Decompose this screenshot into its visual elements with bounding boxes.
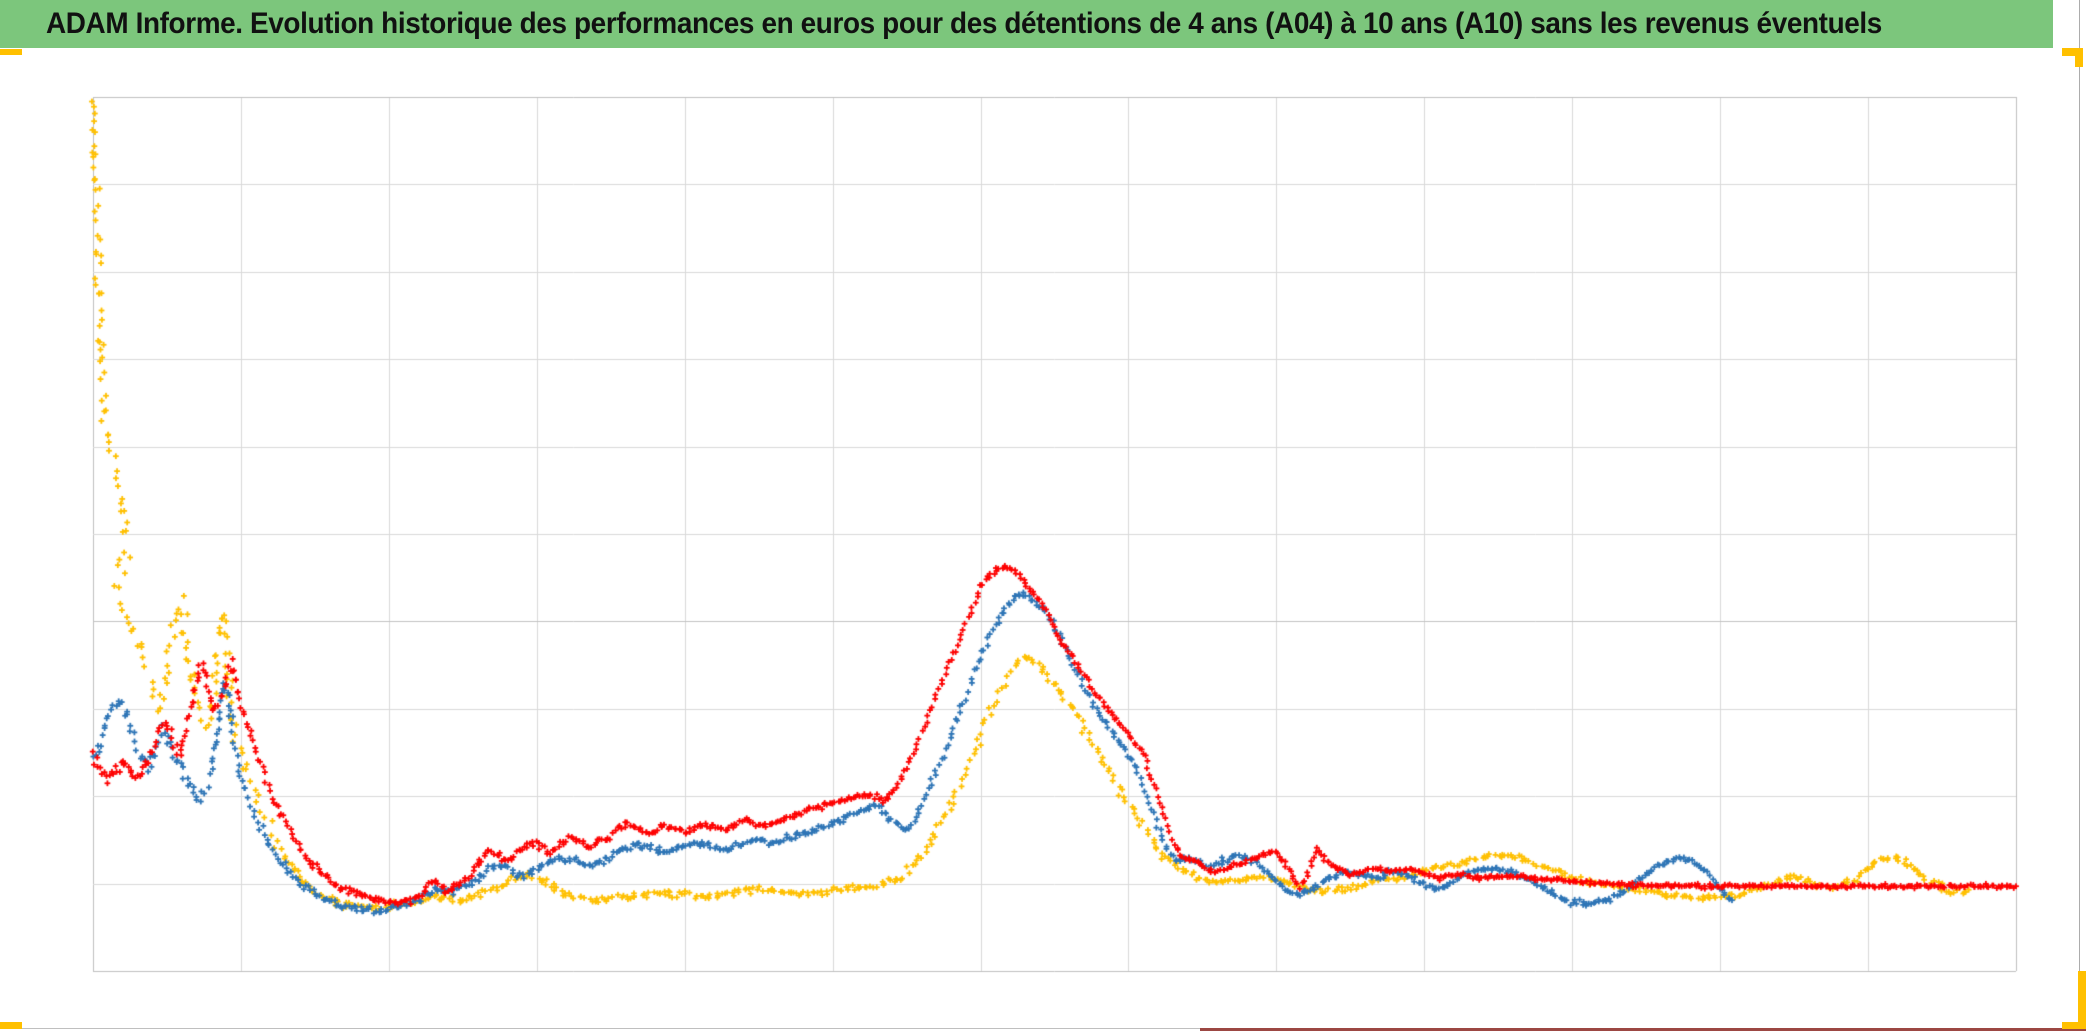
page-title: ADAM Informe. Evolution historique des p… xyxy=(46,7,1882,40)
corner-accent-top-left xyxy=(0,49,22,55)
title-banner: ADAM Informe. Evolution historique des p… xyxy=(0,0,2053,48)
corner-accent-top-right-vertical xyxy=(2075,48,2083,67)
corner-accent-bottom-right-vertical xyxy=(2078,971,2086,1029)
corner-accent-top-right xyxy=(2062,48,2083,56)
window-bottom-edge-accent xyxy=(1200,1028,2086,1031)
window-bottom-edge xyxy=(0,1028,2086,1029)
corner-accent-bottom-right xyxy=(2062,1022,2086,1029)
window-right-edge xyxy=(2079,0,2080,1031)
corner-accent-bottom-left xyxy=(0,1022,22,1029)
